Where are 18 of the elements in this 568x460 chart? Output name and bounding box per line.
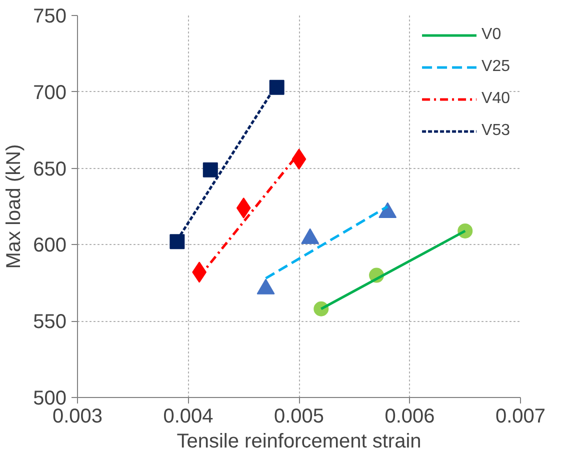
legend-label: V40 — [482, 90, 510, 108]
y-tick-label: 650 — [33, 158, 67, 180]
point — [269, 80, 284, 95]
y-axis-title: Max load (kN) — [3, 144, 26, 269]
point — [202, 162, 218, 178]
y-tick-label: 600 — [33, 234, 67, 257]
x-tick-label: 0.004 — [163, 406, 214, 428]
legend-label: V53 — [482, 122, 510, 140]
y-tick-label: 550 — [33, 311, 67, 334]
point — [170, 234, 185, 250]
x-tick-label: 0.006 — [384, 406, 435, 428]
x-tick-label: 0.005 — [274, 406, 324, 428]
y-tick-label: 700 — [33, 82, 67, 104]
legend-label: V0 — [482, 26, 502, 44]
x-tick-label: 0.007 — [495, 406, 546, 428]
y-tick-label: 750 — [33, 6, 67, 28]
x-axis-title: Tensile reinforcement strain — [176, 430, 422, 452]
legend-label: V25 — [482, 58, 510, 76]
